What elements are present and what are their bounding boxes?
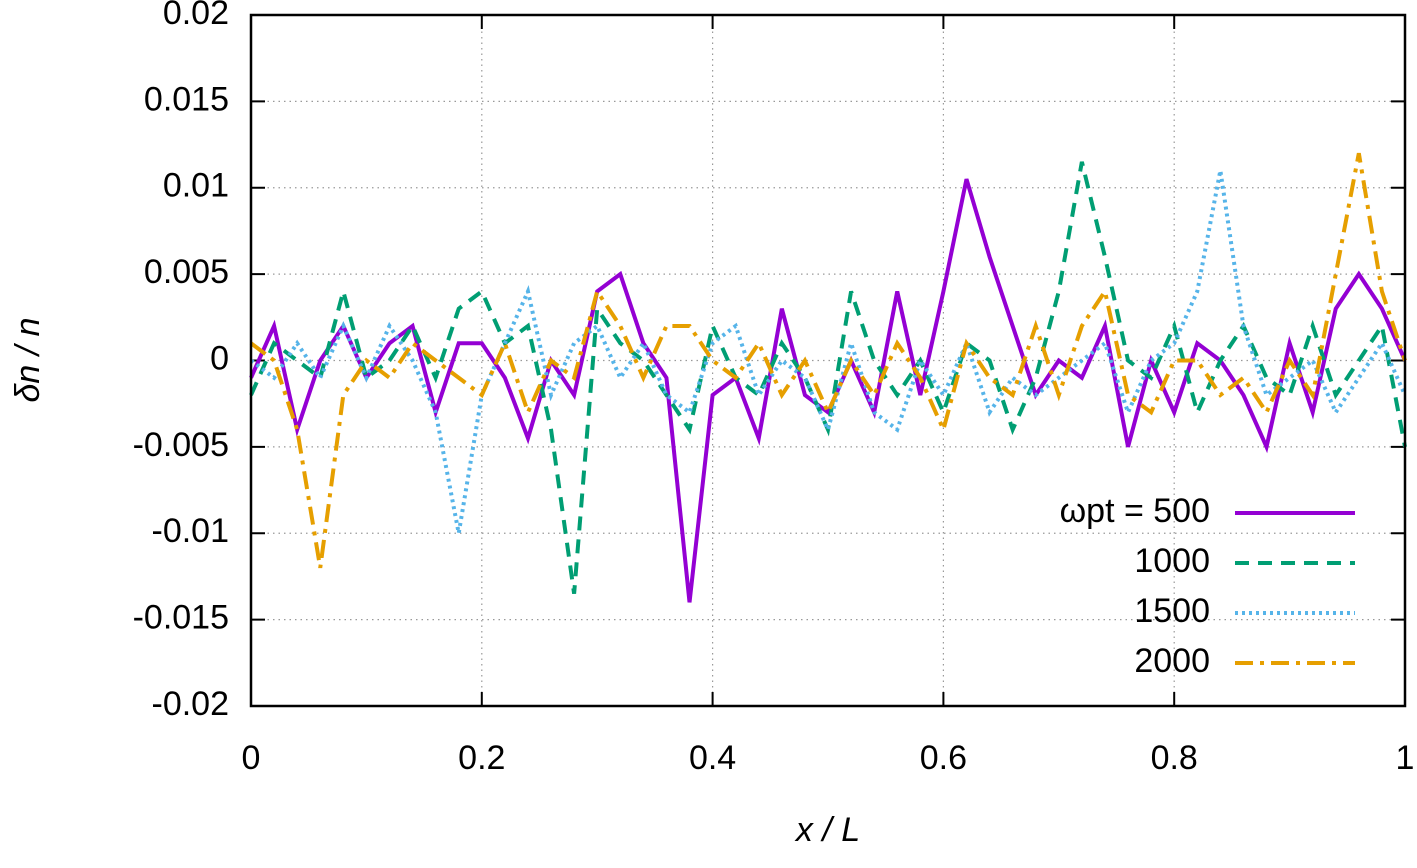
y-tick-label: 0.015: [144, 80, 229, 118]
legend-label: 1500: [1134, 592, 1210, 630]
x-tick-label: 0.4: [689, 739, 736, 777]
y-tick-label: 0.005: [144, 253, 229, 291]
data-line: [249, 178, 1407, 603]
data-line: [249, 161, 1407, 594]
data-line: [249, 152, 1407, 569]
x-tick-label: 0: [242, 739, 261, 777]
x-tick-label: 0.6: [920, 739, 967, 777]
plot-frame: [249, 13, 1407, 708]
y-tick-label: 0.02: [163, 0, 229, 32]
legend-label: ωpt = 500: [1060, 492, 1210, 530]
y-tick-label: -0.005: [133, 426, 229, 464]
x-tick-label: 0.2: [458, 739, 505, 777]
y-axis-label: δn / n: [9, 317, 47, 402]
legend-label: 1000: [1134, 542, 1210, 580]
x-tick-label: 1: [1396, 739, 1415, 777]
y-tick-label: 0.01: [163, 167, 229, 205]
y-tick-label: -0.015: [133, 599, 229, 637]
legend-label: 2000: [1134, 642, 1210, 680]
y-tick-label: -0.01: [152, 512, 230, 550]
data-line: [249, 170, 1407, 534]
y-tick-label: 0: [210, 339, 229, 377]
x-tick-label: 0.8: [1151, 739, 1198, 777]
y-tick-label: -0.02: [152, 685, 230, 723]
x-axis-label: x / L: [794, 811, 860, 849]
